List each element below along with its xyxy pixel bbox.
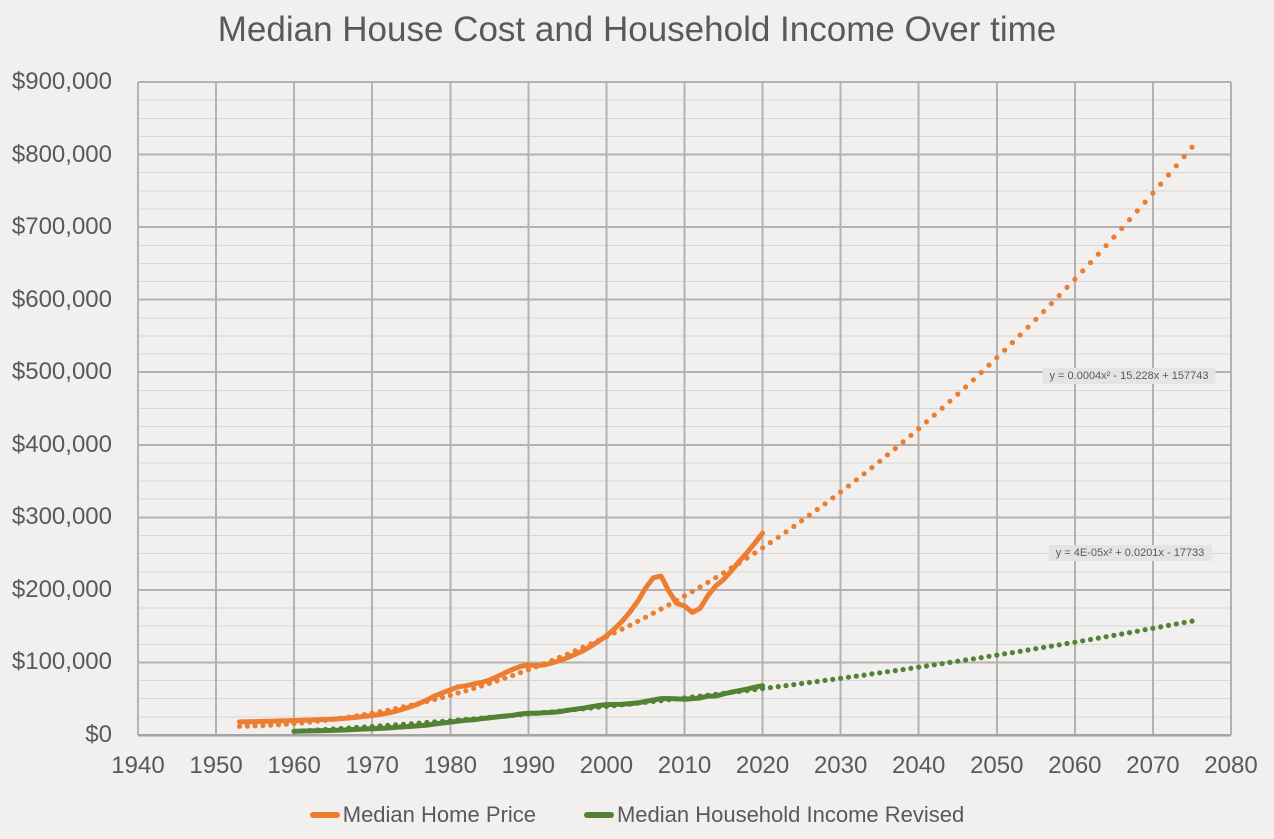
vertical-gridlines: [137, 82, 1232, 735]
chart-title: Median House Cost and Household Income O…: [217, 10, 1057, 49]
y-axis-tick-800000: $800,000: [11, 140, 112, 168]
legend-item-home-price: Median Home Price: [309, 802, 536, 828]
x-axis-tick-2050: 2050: [970, 752, 1024, 779]
x-axis-tick-2030: 2030: [813, 752, 868, 779]
equation-label-income-trendline: y = 4E-05x² + 0.0201x - 17733: [1048, 545, 1212, 561]
equation-label-home-price-trendline: y = 0.0004x² - 15.228x + 157743: [1042, 368, 1216, 384]
y-axis-tick-500000: $500,000: [11, 358, 112, 386]
x-axis-tick-2000: 2000: [579, 752, 634, 779]
x-axis-tick-2060: 2060: [1048, 752, 1102, 779]
x-axis-tick-2010: 2010: [657, 752, 712, 779]
legend-label-income: Median Household Income Revised: [616, 802, 965, 827]
y-axis-tick-600000: $600,000: [11, 285, 112, 313]
legend-swatch-income: [583, 812, 614, 818]
y-axis-tick-300000: $300,000: [11, 503, 112, 531]
x-axis-tick-1960: 1960: [267, 752, 321, 779]
x-axis-tick-1940: 1940: [111, 752, 165, 779]
y-axis-tick-700000: $700,000: [11, 213, 112, 241]
x-axis-tick-2070: 2070: [1126, 752, 1180, 779]
legend-swatch-home-price: [309, 812, 340, 818]
legend-label-home-price: Median Home Price: [342, 802, 536, 827]
income-line: [291, 683, 766, 734]
y-axis-tick-100000: $100,000: [11, 648, 112, 676]
x-axis-tick-1980: 1980: [423, 752, 477, 779]
y-axis-tick-400000: $400,000: [11, 430, 112, 458]
y-axis-tick-900000: $900,000: [11, 68, 112, 95]
x-axis-tick-2020: 2020: [735, 752, 790, 779]
y-axis-tick-0: $0: [85, 721, 112, 748]
legend-item-income: Median Household Income Revised: [583, 802, 965, 828]
chart-legend: Median Home Price Median Household Incom…: [0, 802, 1274, 828]
x-axis-tick-1990: 1990: [501, 752, 556, 779]
x-axis-tick-2040: 2040: [892, 752, 946, 779]
x-axis-tick-2080: 2080: [1204, 752, 1258, 779]
home-price-trend-dots: [236, 144, 1195, 729]
x-axis-tick-1950: 1950: [189, 752, 243, 779]
y-axis-tick-200000: $200,000: [11, 575, 112, 603]
home-price-line: [237, 530, 766, 725]
x-axis-tick-1970: 1970: [345, 752, 399, 779]
